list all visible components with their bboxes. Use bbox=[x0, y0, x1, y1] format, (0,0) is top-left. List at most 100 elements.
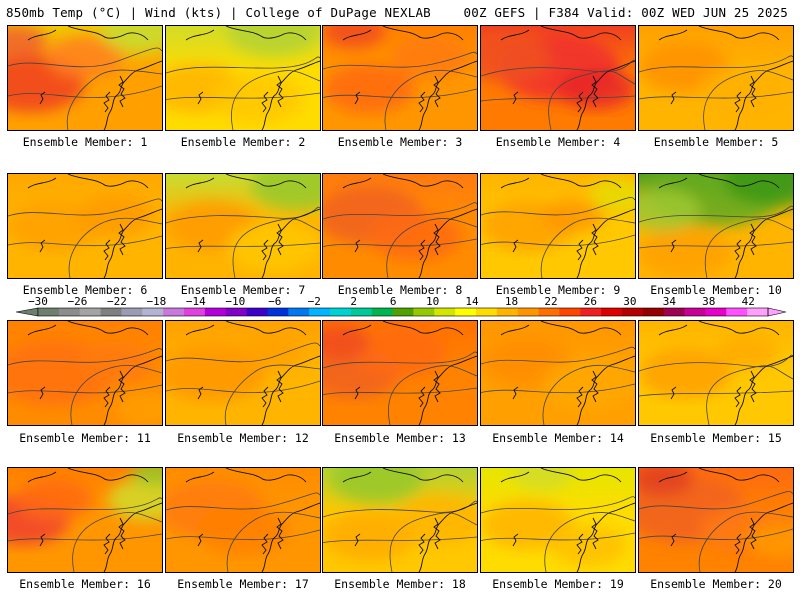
coastline bbox=[698, 321, 780, 336]
height-contour bbox=[166, 92, 320, 100]
colorbar-swatch bbox=[476, 308, 498, 316]
ensemble-member-map bbox=[7, 467, 163, 573]
coastline bbox=[591, 75, 599, 108]
ensemble-member-map bbox=[322, 173, 478, 279]
coastline bbox=[261, 502, 320, 572]
coastline bbox=[418, 533, 426, 555]
coastline bbox=[197, 239, 204, 253]
temperature-anomaly-region bbox=[8, 26, 47, 59]
temperature-anomaly-region bbox=[588, 178, 635, 212]
ensemble-member-label: Ensemble Member: 4 bbox=[495, 135, 621, 149]
coastline bbox=[500, 324, 530, 336]
coastline bbox=[67, 174, 149, 189]
coastline bbox=[734, 533, 742, 555]
colorbar-swatch bbox=[455, 308, 477, 316]
ensemble-member-label: Ensemble Member: 18 bbox=[334, 577, 466, 591]
temperature-anomaly-region bbox=[392, 495, 477, 545]
ensemble-member-label: Ensemble Member: 12 bbox=[177, 431, 309, 445]
colorbar-tick-label: 26 bbox=[584, 296, 597, 308]
temperature-anomaly-region bbox=[77, 341, 155, 384]
temperature-anomaly-region bbox=[639, 227, 732, 277]
coastline bbox=[39, 533, 46, 547]
height-contour bbox=[166, 492, 320, 511]
height-contour bbox=[481, 95, 635, 102]
colorbar-swatch bbox=[705, 308, 727, 316]
ensemble-member-label: Ensemble Member: 20 bbox=[650, 577, 782, 591]
coastline bbox=[591, 517, 599, 550]
colorbar-swatch bbox=[517, 308, 539, 316]
height-contour bbox=[704, 218, 793, 278]
temperature-anomaly-region bbox=[100, 26, 162, 52]
temperature-field-map bbox=[639, 321, 793, 425]
coastline bbox=[576, 91, 584, 113]
coastline bbox=[512, 533, 519, 547]
colorbar-swatch bbox=[392, 308, 414, 316]
temperature-field-map bbox=[323, 468, 477, 572]
colorbar-tick-label: 10 bbox=[426, 296, 439, 308]
coastline bbox=[576, 208, 635, 278]
coastline bbox=[500, 177, 530, 189]
height-contour bbox=[68, 217, 162, 278]
coastline bbox=[749, 370, 757, 403]
ensemble-member-label: Ensemble Member: 16 bbox=[19, 577, 151, 591]
coastline bbox=[118, 370, 126, 403]
colorbar-swatch bbox=[559, 308, 581, 316]
height-contour bbox=[232, 218, 320, 278]
height-contour bbox=[703, 70, 793, 130]
colorbar-tick-label: −14 bbox=[186, 296, 206, 308]
colorbar-swatch bbox=[413, 308, 435, 316]
ensemble-member-map bbox=[480, 173, 636, 279]
colorbar-tick-label: 2 bbox=[350, 296, 357, 308]
coastline bbox=[698, 26, 780, 41]
temperature-anomaly-region bbox=[131, 468, 162, 486]
coastline bbox=[670, 239, 677, 253]
coastline bbox=[276, 370, 284, 403]
colorbar-max-arrow bbox=[767, 307, 787, 317]
height-contour bbox=[166, 342, 320, 363]
coastline bbox=[382, 468, 464, 483]
coastline bbox=[39, 386, 46, 400]
temperature-anomaly-region bbox=[108, 478, 162, 520]
ensemble-member-map bbox=[638, 25, 794, 131]
ensemble-member-map bbox=[7, 173, 163, 279]
temperature-field-map bbox=[639, 26, 793, 130]
temperature-field-map bbox=[166, 468, 320, 572]
ensemble-member-map bbox=[7, 320, 163, 426]
coastline bbox=[103, 355, 162, 425]
height-contour bbox=[481, 496, 635, 514]
coastline bbox=[749, 517, 757, 550]
coastline bbox=[658, 177, 688, 189]
colorbar-swatch bbox=[371, 308, 393, 316]
height-contour bbox=[8, 235, 162, 247]
coastline bbox=[197, 533, 204, 547]
temperature-anomaly-region bbox=[639, 468, 693, 496]
coastline bbox=[576, 355, 635, 425]
height-contour bbox=[548, 70, 635, 130]
coastline bbox=[576, 502, 635, 572]
temperature-field-map bbox=[8, 26, 162, 130]
ensemble-member-label: Ensemble Member: 13 bbox=[334, 431, 466, 445]
ensemble-member-map bbox=[165, 320, 321, 426]
coastline bbox=[749, 223, 757, 256]
colorbar-swatch bbox=[538, 308, 560, 316]
coastline bbox=[261, 355, 320, 425]
coastline bbox=[354, 533, 361, 547]
height-contour bbox=[166, 56, 320, 74]
colorbar-tick-label: −6 bbox=[268, 296, 281, 308]
colorbar-tick-label: −26 bbox=[68, 296, 88, 308]
colorbar-swatch bbox=[642, 308, 665, 316]
coastline bbox=[512, 91, 519, 105]
coastline bbox=[276, 517, 284, 550]
ensemble-member-label: Ensemble Member: 2 bbox=[180, 135, 306, 149]
coastline bbox=[67, 26, 149, 41]
height-contour bbox=[540, 217, 635, 278]
coastline bbox=[734, 208, 793, 278]
colorbar-tick-label: 38 bbox=[702, 296, 715, 308]
height-contour bbox=[481, 234, 635, 246]
coastline bbox=[185, 29, 215, 41]
temperature-field-map bbox=[639, 174, 793, 278]
temperature-anomaly-region bbox=[369, 211, 462, 262]
colorbar-tick-label: 30 bbox=[623, 296, 636, 308]
colorbar-swatch bbox=[684, 308, 706, 316]
coastline bbox=[39, 91, 46, 105]
